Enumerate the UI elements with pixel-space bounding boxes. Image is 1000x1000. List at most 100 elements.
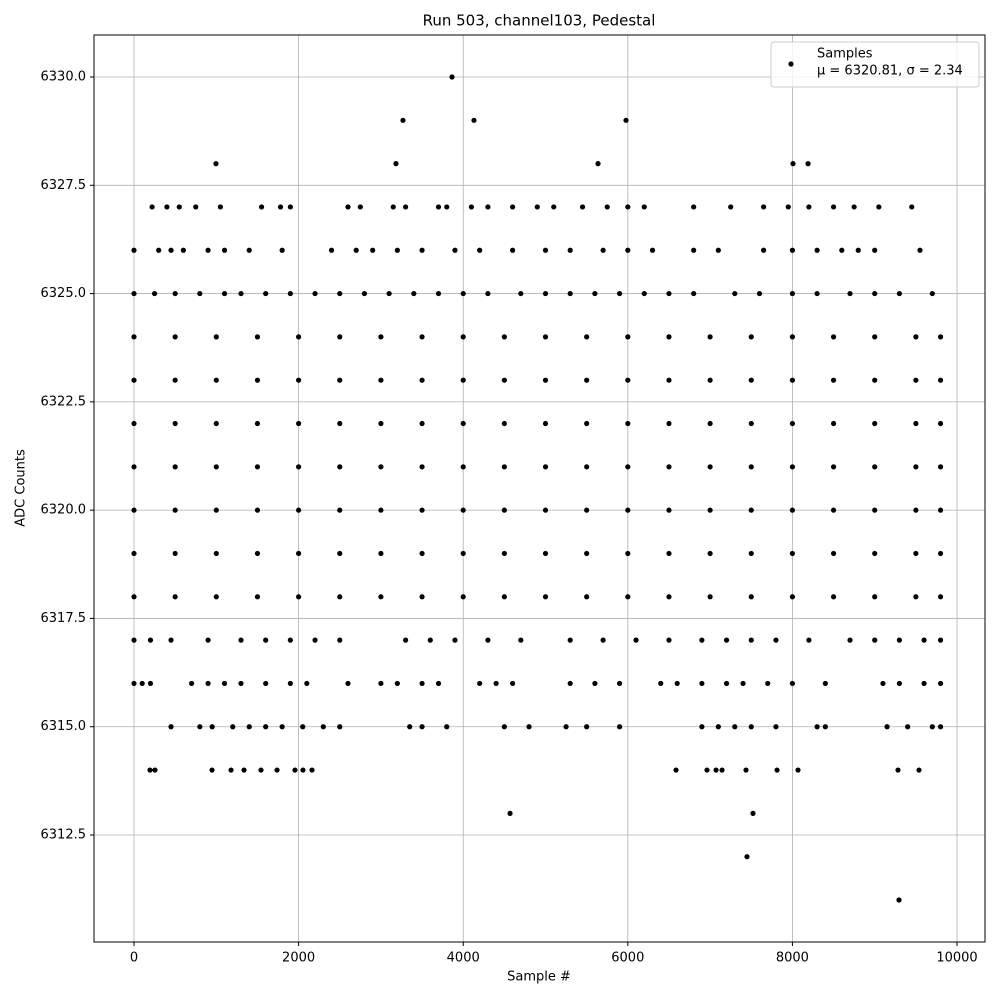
data-point — [584, 594, 590, 600]
data-point — [789, 594, 796, 600]
data-point — [296, 420, 302, 427]
data-point — [691, 290, 697, 297]
data-point — [131, 594, 137, 600]
data-point — [501, 377, 507, 383]
data-point — [691, 204, 697, 210]
data-point — [493, 680, 499, 687]
data-point — [156, 247, 162, 253]
data-point — [641, 204, 647, 210]
data-point — [501, 420, 507, 427]
data-point — [584, 724, 590, 730]
data-point — [937, 334, 944, 340]
data-point — [312, 637, 318, 643]
data-point — [254, 550, 261, 557]
data-point — [277, 204, 284, 210]
data-point — [814, 247, 820, 253]
data-point — [872, 637, 878, 643]
data-point — [917, 247, 923, 253]
data-point — [699, 680, 705, 687]
data-point — [172, 290, 178, 297]
data-point — [419, 550, 425, 557]
data-point — [806, 637, 812, 643]
data-point — [205, 680, 211, 687]
data-point — [909, 204, 915, 210]
data-point — [337, 507, 343, 513]
data-point — [485, 637, 491, 643]
data-point — [345, 680, 351, 687]
data-point — [274, 767, 280, 773]
data-point — [719, 767, 725, 773]
data-point — [913, 420, 919, 427]
data-point — [509, 680, 516, 687]
data-point — [258, 767, 264, 773]
data-point — [551, 204, 557, 210]
data-point — [131, 464, 137, 470]
data-point — [390, 204, 396, 210]
data-point — [151, 290, 158, 297]
data-point — [518, 637, 524, 643]
data-point — [830, 204, 837, 210]
data-point — [830, 420, 837, 427]
x-tick-label: 10000 — [936, 951, 977, 966]
data-point — [230, 724, 236, 730]
data-point — [238, 290, 244, 297]
data-point — [254, 334, 261, 340]
x-axis-label: Sample # — [507, 970, 571, 985]
data-point — [814, 290, 820, 297]
data-point — [460, 507, 466, 513]
data-point — [370, 247, 376, 253]
data-point — [872, 464, 878, 470]
data-point — [748, 550, 754, 557]
data-point — [542, 377, 549, 383]
data-point — [378, 594, 384, 600]
data-point — [337, 637, 343, 643]
data-point — [699, 724, 705, 730]
data-point — [287, 290, 293, 297]
data-point — [748, 334, 754, 340]
data-point — [427, 637, 433, 643]
data-point — [435, 290, 442, 297]
data-point — [460, 550, 466, 557]
data-point — [773, 724, 779, 730]
legend: Samples μ = 6320.81, σ = 2.34 — [770, 41, 980, 88]
data-point — [378, 680, 384, 687]
data-point — [649, 247, 656, 253]
data-point — [300, 724, 306, 730]
data-point — [563, 724, 569, 730]
data-point — [378, 550, 384, 557]
data-point — [213, 594, 219, 600]
data-point — [477, 680, 483, 687]
data-point — [320, 724, 326, 730]
data-point — [872, 334, 878, 340]
data-point — [707, 507, 713, 513]
data-point — [164, 204, 170, 210]
data-point — [542, 247, 549, 253]
data-point — [419, 464, 425, 470]
data-point — [625, 247, 631, 253]
data-point — [254, 507, 261, 513]
data-point — [666, 550, 672, 557]
data-point — [501, 550, 507, 557]
data-point — [604, 204, 610, 210]
data-point — [876, 204, 882, 210]
data-point — [913, 464, 919, 470]
data-point — [394, 247, 400, 253]
legend-marker — [788, 61, 794, 67]
x-tick-label: 8000 — [776, 951, 809, 966]
data-point — [460, 464, 466, 470]
data-point — [221, 290, 228, 297]
data-point — [337, 420, 343, 427]
data-point — [805, 161, 811, 167]
data-point — [666, 420, 672, 427]
data-point — [542, 594, 549, 600]
legend-box — [770, 41, 980, 88]
data-point — [444, 204, 450, 210]
data-point — [830, 464, 837, 470]
data-point — [139, 680, 145, 687]
data-point — [830, 594, 837, 600]
data-point — [595, 161, 601, 167]
data-point — [704, 767, 710, 773]
data-point — [822, 680, 828, 687]
data-point — [419, 507, 425, 513]
